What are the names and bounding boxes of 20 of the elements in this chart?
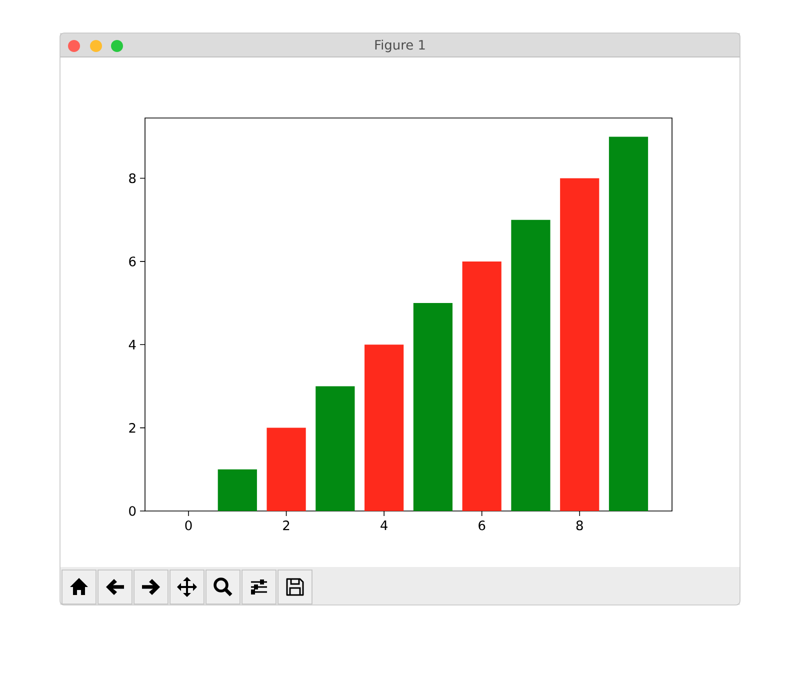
bar xyxy=(364,344,404,511)
y-tick-label: 8 xyxy=(129,173,136,184)
bar xyxy=(511,220,550,511)
x-tick-label: 8 xyxy=(576,520,583,530)
y-tick-label: 2 xyxy=(129,423,136,433)
x-tick-label: 4 xyxy=(380,520,388,530)
bar xyxy=(560,178,600,511)
bar xyxy=(266,428,306,511)
x-tick-label: 0 xyxy=(185,520,192,530)
chart-title: Figure 1 xyxy=(375,40,425,52)
bar xyxy=(218,469,257,511)
bar xyxy=(608,136,648,511)
bar xyxy=(413,303,453,511)
x-tick-label: 6 xyxy=(478,520,486,530)
y-tick-label: 0 xyxy=(129,506,136,516)
y-tick-label: 4 xyxy=(128,340,136,350)
x-tick-label: 2 xyxy=(283,520,290,530)
y-tick-label: 6 xyxy=(129,256,136,266)
bar xyxy=(462,261,502,511)
bar xyxy=(316,386,355,511)
